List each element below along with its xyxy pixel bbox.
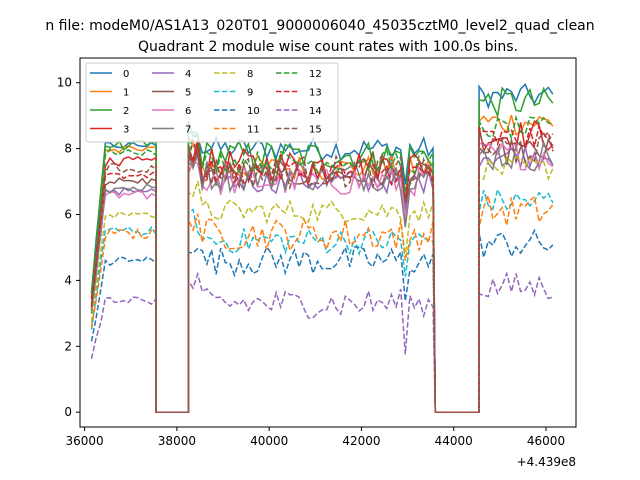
series-line-5 xyxy=(90,137,554,413)
series-line-11 xyxy=(90,193,554,413)
x-tick-label: 40000 xyxy=(250,434,288,448)
y-tick-label: 4 xyxy=(64,273,72,287)
y-tick-label: 0 xyxy=(64,405,72,419)
legend-label-15: 15 xyxy=(309,125,322,136)
series-line-10 xyxy=(90,228,554,413)
legend-label-13: 13 xyxy=(309,88,322,99)
y-tick-label: 10 xyxy=(57,76,72,90)
legend-label-3: 3 xyxy=(123,125,129,136)
legend-label-7: 7 xyxy=(185,125,191,136)
x-tick-label: 38000 xyxy=(158,434,196,448)
legend-label-11: 11 xyxy=(247,125,260,136)
x-tick-label: 42000 xyxy=(342,434,380,448)
x-tick-label: 44000 xyxy=(435,434,473,448)
legend-frame xyxy=(85,62,339,143)
plot-area xyxy=(79,57,577,428)
x-axis-offset-label: +4.439e8 xyxy=(517,455,576,469)
y-tick-label: 6 xyxy=(64,207,72,221)
series-line-8 xyxy=(90,155,554,413)
y-tick-label: 8 xyxy=(64,142,72,156)
legend-label-1: 1 xyxy=(123,88,129,99)
series-line-4 xyxy=(90,147,554,413)
series-line-15 xyxy=(90,132,554,413)
legend-label-5: 5 xyxy=(185,88,191,99)
legend-label-4: 4 xyxy=(185,69,191,80)
legend-label-12: 12 xyxy=(309,69,322,80)
series-lines xyxy=(90,83,554,413)
y-axis-ticks: 0 2 4 6 8 10 xyxy=(57,76,80,419)
legend-label-0: 0 xyxy=(123,69,129,80)
legend-label-6: 6 xyxy=(185,106,191,117)
y-tick-label: 2 xyxy=(64,339,72,353)
legend-label-2: 2 xyxy=(123,106,129,117)
series-line-9 xyxy=(90,187,554,413)
chart-title: Quadrant 2 module wise count rates with … xyxy=(138,39,518,55)
x-axis-ticks: 36000 38000 40000 42000 44000 46000 xyxy=(66,427,565,448)
axes-frame xyxy=(79,57,577,428)
legend-label-10: 10 xyxy=(247,106,260,117)
series-line-7 xyxy=(90,139,554,413)
legend-label-8: 8 xyxy=(247,69,253,80)
x-tick-label: 36000 xyxy=(66,434,104,448)
x-tick-label: 46000 xyxy=(527,434,565,448)
legend-label-9: 9 xyxy=(247,88,253,99)
series-line-14 xyxy=(90,271,554,413)
figure-suptitle: n file: modeM0/AS1A13_020T01_9000006040_… xyxy=(45,18,594,34)
legend-label-14: 14 xyxy=(309,106,322,117)
